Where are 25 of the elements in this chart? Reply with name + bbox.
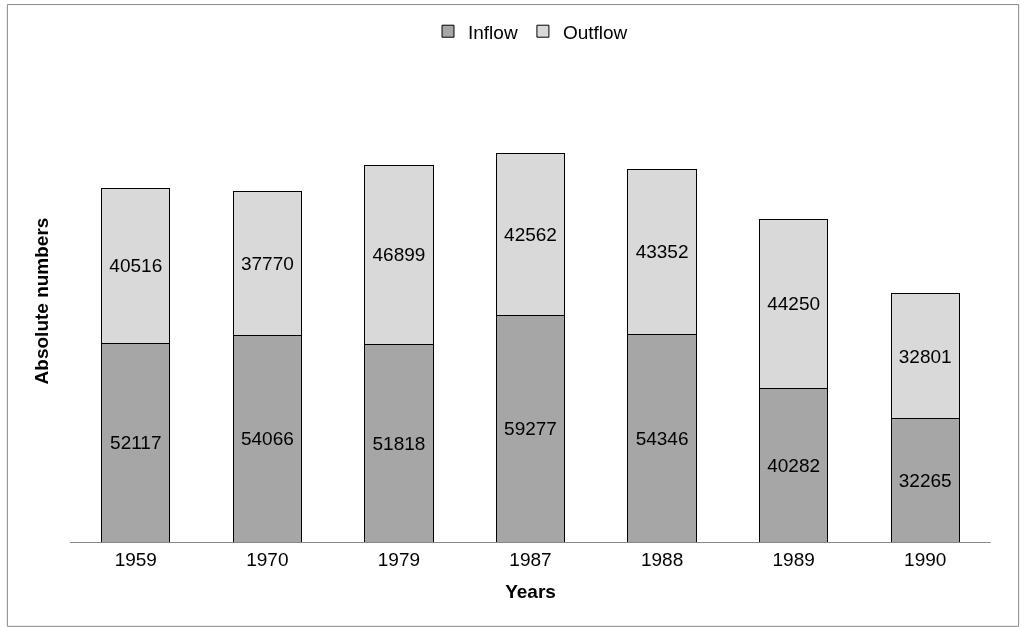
data-label: 52117 bbox=[110, 432, 162, 454]
data-label: 54066 bbox=[240, 428, 294, 450]
data-label: 54346 bbox=[635, 427, 689, 449]
legend-label: Inflow bbox=[468, 21, 518, 43]
data-label: 32801 bbox=[898, 345, 952, 367]
x-tick-label: 1959 bbox=[114, 548, 157, 570]
data-label: 40282 bbox=[767, 454, 821, 476]
x-tick-label: 1988 bbox=[640, 548, 684, 570]
x-tick-label: 1970 bbox=[246, 548, 289, 570]
data-label: 46899 bbox=[372, 244, 426, 266]
data-label: 40516 bbox=[109, 255, 163, 277]
x-tick-label: 1989 bbox=[772, 548, 815, 570]
data-label: 42562 bbox=[504, 224, 557, 246]
x-tick-label: 1979 bbox=[377, 548, 421, 570]
data-label: 59277 bbox=[504, 418, 557, 440]
x-axis-title: Years bbox=[505, 580, 556, 602]
y-axis-title: Absolute numbers bbox=[30, 217, 52, 385]
data-label: 37770 bbox=[240, 253, 294, 275]
data-label: 32265 bbox=[898, 469, 952, 491]
x-tick-label: 1987 bbox=[509, 548, 552, 570]
data-label: 43352 bbox=[635, 241, 689, 263]
legend-label: Outflow bbox=[562, 21, 628, 43]
x-tick-label: 1990 bbox=[904, 548, 947, 570]
data-label: 51818 bbox=[372, 432, 426, 454]
data-label: 44250 bbox=[767, 293, 821, 315]
